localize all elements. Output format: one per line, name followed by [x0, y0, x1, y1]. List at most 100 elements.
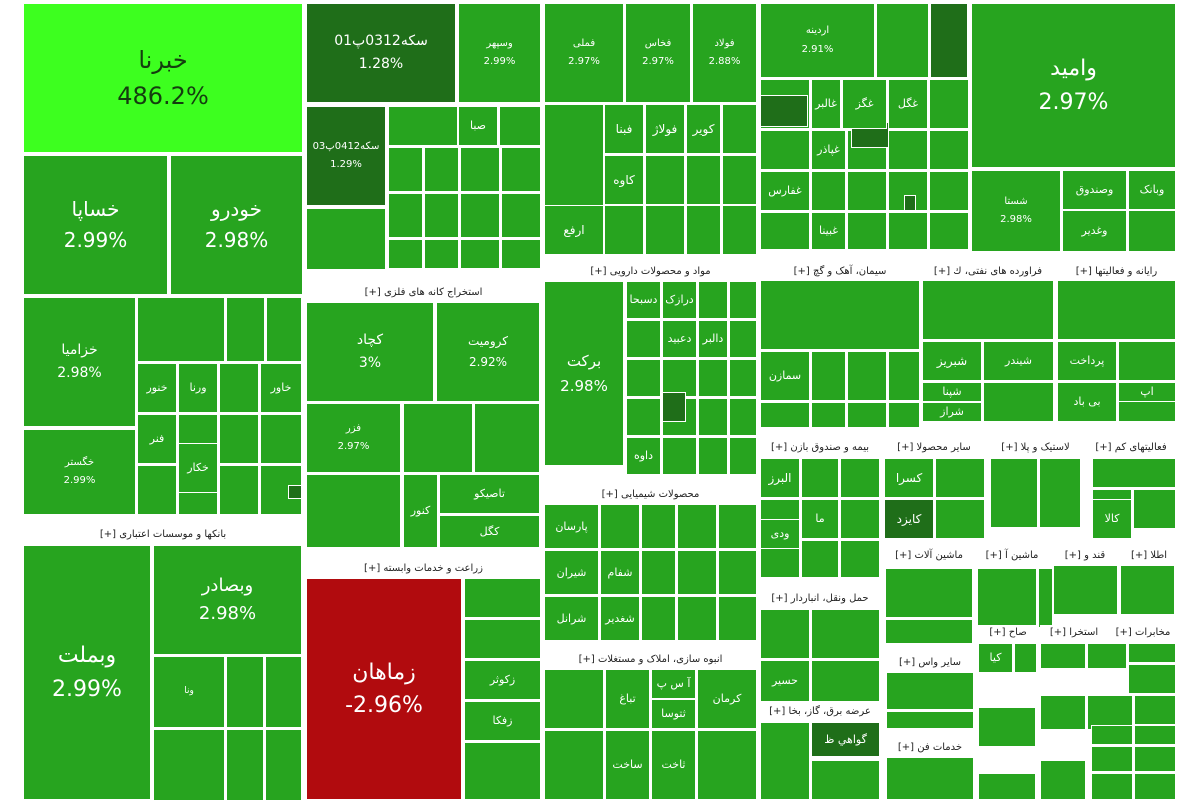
treemap-tile[interactable]: فخاس 2.97%: [625, 3, 691, 103]
treemap-cell[interactable]: [697, 730, 757, 800]
treemap-tile[interactable]: کرومیت 2.92%: [436, 302, 540, 402]
treemap-cell[interactable]: [935, 458, 985, 498]
treemap-cell[interactable]: [1040, 643, 1086, 669]
treemap-cell[interactable]: [811, 351, 846, 401]
treemap-cell[interactable]: [888, 130, 928, 170]
treemap-cell[interactable]: [722, 104, 757, 154]
treemap-cell[interactable]: [1039, 458, 1081, 528]
treemap-cell[interactable]: [1134, 773, 1176, 800]
treemap-tile[interactable]: فملی 2.97%: [544, 3, 624, 103]
treemap-cell[interactable]: [760, 212, 810, 250]
treemap-cell[interactable]: [698, 437, 728, 475]
treemap-cell[interactable]: [929, 171, 969, 211]
treemap-cell[interactable]: [464, 619, 541, 659]
treemap-cell[interactable]: [801, 540, 839, 578]
treemap-cell[interactable]: [760, 609, 810, 659]
treemap-tile[interactable]: سمازن: [760, 351, 810, 401]
treemap-tile[interactable]: فنر: [137, 414, 177, 464]
treemap-tile[interactable]: تاصیکو: [439, 474, 540, 514]
treemap-cell[interactable]: [686, 205, 721, 255]
treemap-cell[interactable]: [935, 499, 985, 539]
treemap-tile[interactable]: البرز: [760, 458, 800, 498]
treemap-cell[interactable]: [460, 239, 500, 269]
treemap-cell[interactable]: [1134, 746, 1176, 772]
treemap-cell[interactable]: [811, 609, 880, 659]
treemap-tile[interactable]: شبریز: [922, 341, 982, 381]
sector-header[interactable]: [+] محصولات شیمیایی: [544, 487, 757, 503]
treemap-cell[interactable]: [474, 403, 540, 473]
treemap-cell[interactable]: [1134, 725, 1176, 745]
treemap-cell[interactable]: [760, 722, 810, 800]
treemap-tile[interactable]: وغدیر: [1062, 210, 1127, 252]
treemap-tile[interactable]: پارسان: [544, 504, 599, 549]
treemap-cell[interactable]: [544, 730, 604, 800]
treemap-cell[interactable]: [847, 212, 887, 250]
treemap-cell[interactable]: [1120, 565, 1175, 615]
treemap-tile[interactable]: وصندوق: [1062, 170, 1127, 210]
treemap-cell[interactable]: [265, 729, 302, 801]
treemap-cell[interactable]: [388, 239, 423, 269]
treemap-cell[interactable]: [888, 212, 928, 250]
treemap-cell[interactable]: [219, 414, 259, 464]
treemap-tile[interactable]: کچاد 3%: [306, 302, 434, 402]
treemap-cell[interactable]: [677, 596, 717, 641]
treemap-cell[interactable]: [501, 147, 541, 192]
treemap-cell[interactable]: [729, 320, 757, 358]
treemap-cell[interactable]: [811, 402, 846, 428]
sector-header[interactable]: [+] سایر واس: [886, 655, 974, 671]
treemap-cell[interactable]: [226, 297, 265, 362]
treemap-tile[interactable]: داوه: [626, 437, 661, 475]
treemap-cell[interactable]: [718, 550, 757, 595]
treemap-cell[interactable]: [760, 280, 920, 350]
treemap-tile[interactable]: کالا: [1092, 499, 1132, 539]
treemap-cell[interactable]: [600, 504, 640, 549]
treemap-tile[interactable]: ساخت: [605, 730, 650, 800]
sector-header[interactable]: [+] اطلا: [1122, 548, 1176, 564]
treemap-tile[interactable]: غگز: [842, 79, 887, 129]
treemap-tile[interactable]: کیا: [978, 643, 1013, 673]
treemap-tile[interactable]: کرمان: [697, 669, 757, 729]
treemap-cell[interactable]: [544, 669, 604, 729]
treemap-cell[interactable]: [1040, 695, 1086, 730]
treemap-tile[interactable]: زماهان -2.96%: [306, 578, 462, 800]
treemap-cell[interactable]: [1091, 725, 1133, 745]
treemap-cell[interactable]: [226, 656, 264, 728]
treemap-tile[interactable]: کنور: [403, 474, 438, 548]
treemap-cell[interactable]: [1057, 280, 1176, 340]
treemap-cell[interactable]: [1038, 568, 1053, 628]
treemap-tile[interactable]: خبرنا 486.2%: [23, 3, 303, 153]
sector-header[interactable]: [+] ماشین آ: [977, 548, 1047, 564]
sector-header[interactable]: [+] انبوه سازی، املاک و مستغلات: [544, 652, 757, 668]
treemap-cell[interactable]: [885, 568, 973, 618]
treemap-tile[interactable]: غگل: [888, 79, 928, 129]
treemap-cell[interactable]: [641, 504, 676, 549]
treemap-tile[interactable]: وبصادر 2.98%: [153, 545, 302, 655]
treemap-tile[interactable]: خکار: [178, 443, 218, 493]
sector-header[interactable]: [+] سایر محصولا: [884, 440, 984, 456]
treemap-cell[interactable]: [226, 729, 264, 801]
treemap-cell[interactable]: [1053, 565, 1118, 615]
treemap-cell[interactable]: [626, 398, 661, 436]
treemap-cell[interactable]: [729, 281, 757, 319]
treemap-cell[interactable]: [885, 619, 973, 644]
treemap-cell[interactable]: [388, 193, 423, 238]
treemap-cell[interactable]: [876, 3, 929, 78]
treemap-tile[interactable]: غفارس: [760, 171, 810, 211]
treemap-cell[interactable]: [1087, 695, 1133, 730]
treemap-tile[interactable]: وامید 2.97%: [971, 3, 1176, 168]
treemap-tile[interactable]: دالبر: [698, 320, 728, 358]
treemap-cell[interactable]: [604, 205, 644, 255]
treemap-tile[interactable]: غپاذر: [811, 130, 846, 170]
treemap-tile[interactable]: خزامیا 2.98%: [23, 297, 136, 427]
treemap-cell[interactable]: [922, 280, 1054, 340]
treemap-cell[interactable]: [760, 402, 810, 428]
treemap-tile[interactable]: آ س پ: [651, 669, 696, 699]
sector-header[interactable]: [+] حمل ونقل، انباردار: [760, 591, 880, 607]
sector-header[interactable]: [+] استخرا: [1040, 625, 1108, 641]
treemap-tile[interactable]: فزر 2.97%: [306, 403, 401, 473]
treemap-cell[interactable]: [662, 359, 697, 397]
sector-header[interactable]: [+] صاح: [978, 625, 1038, 641]
treemap-cell[interactable]: [388, 106, 458, 146]
treemap-tile[interactable]: خودرو 2.98%: [170, 155, 303, 295]
treemap-cell[interactable]: [698, 281, 728, 319]
